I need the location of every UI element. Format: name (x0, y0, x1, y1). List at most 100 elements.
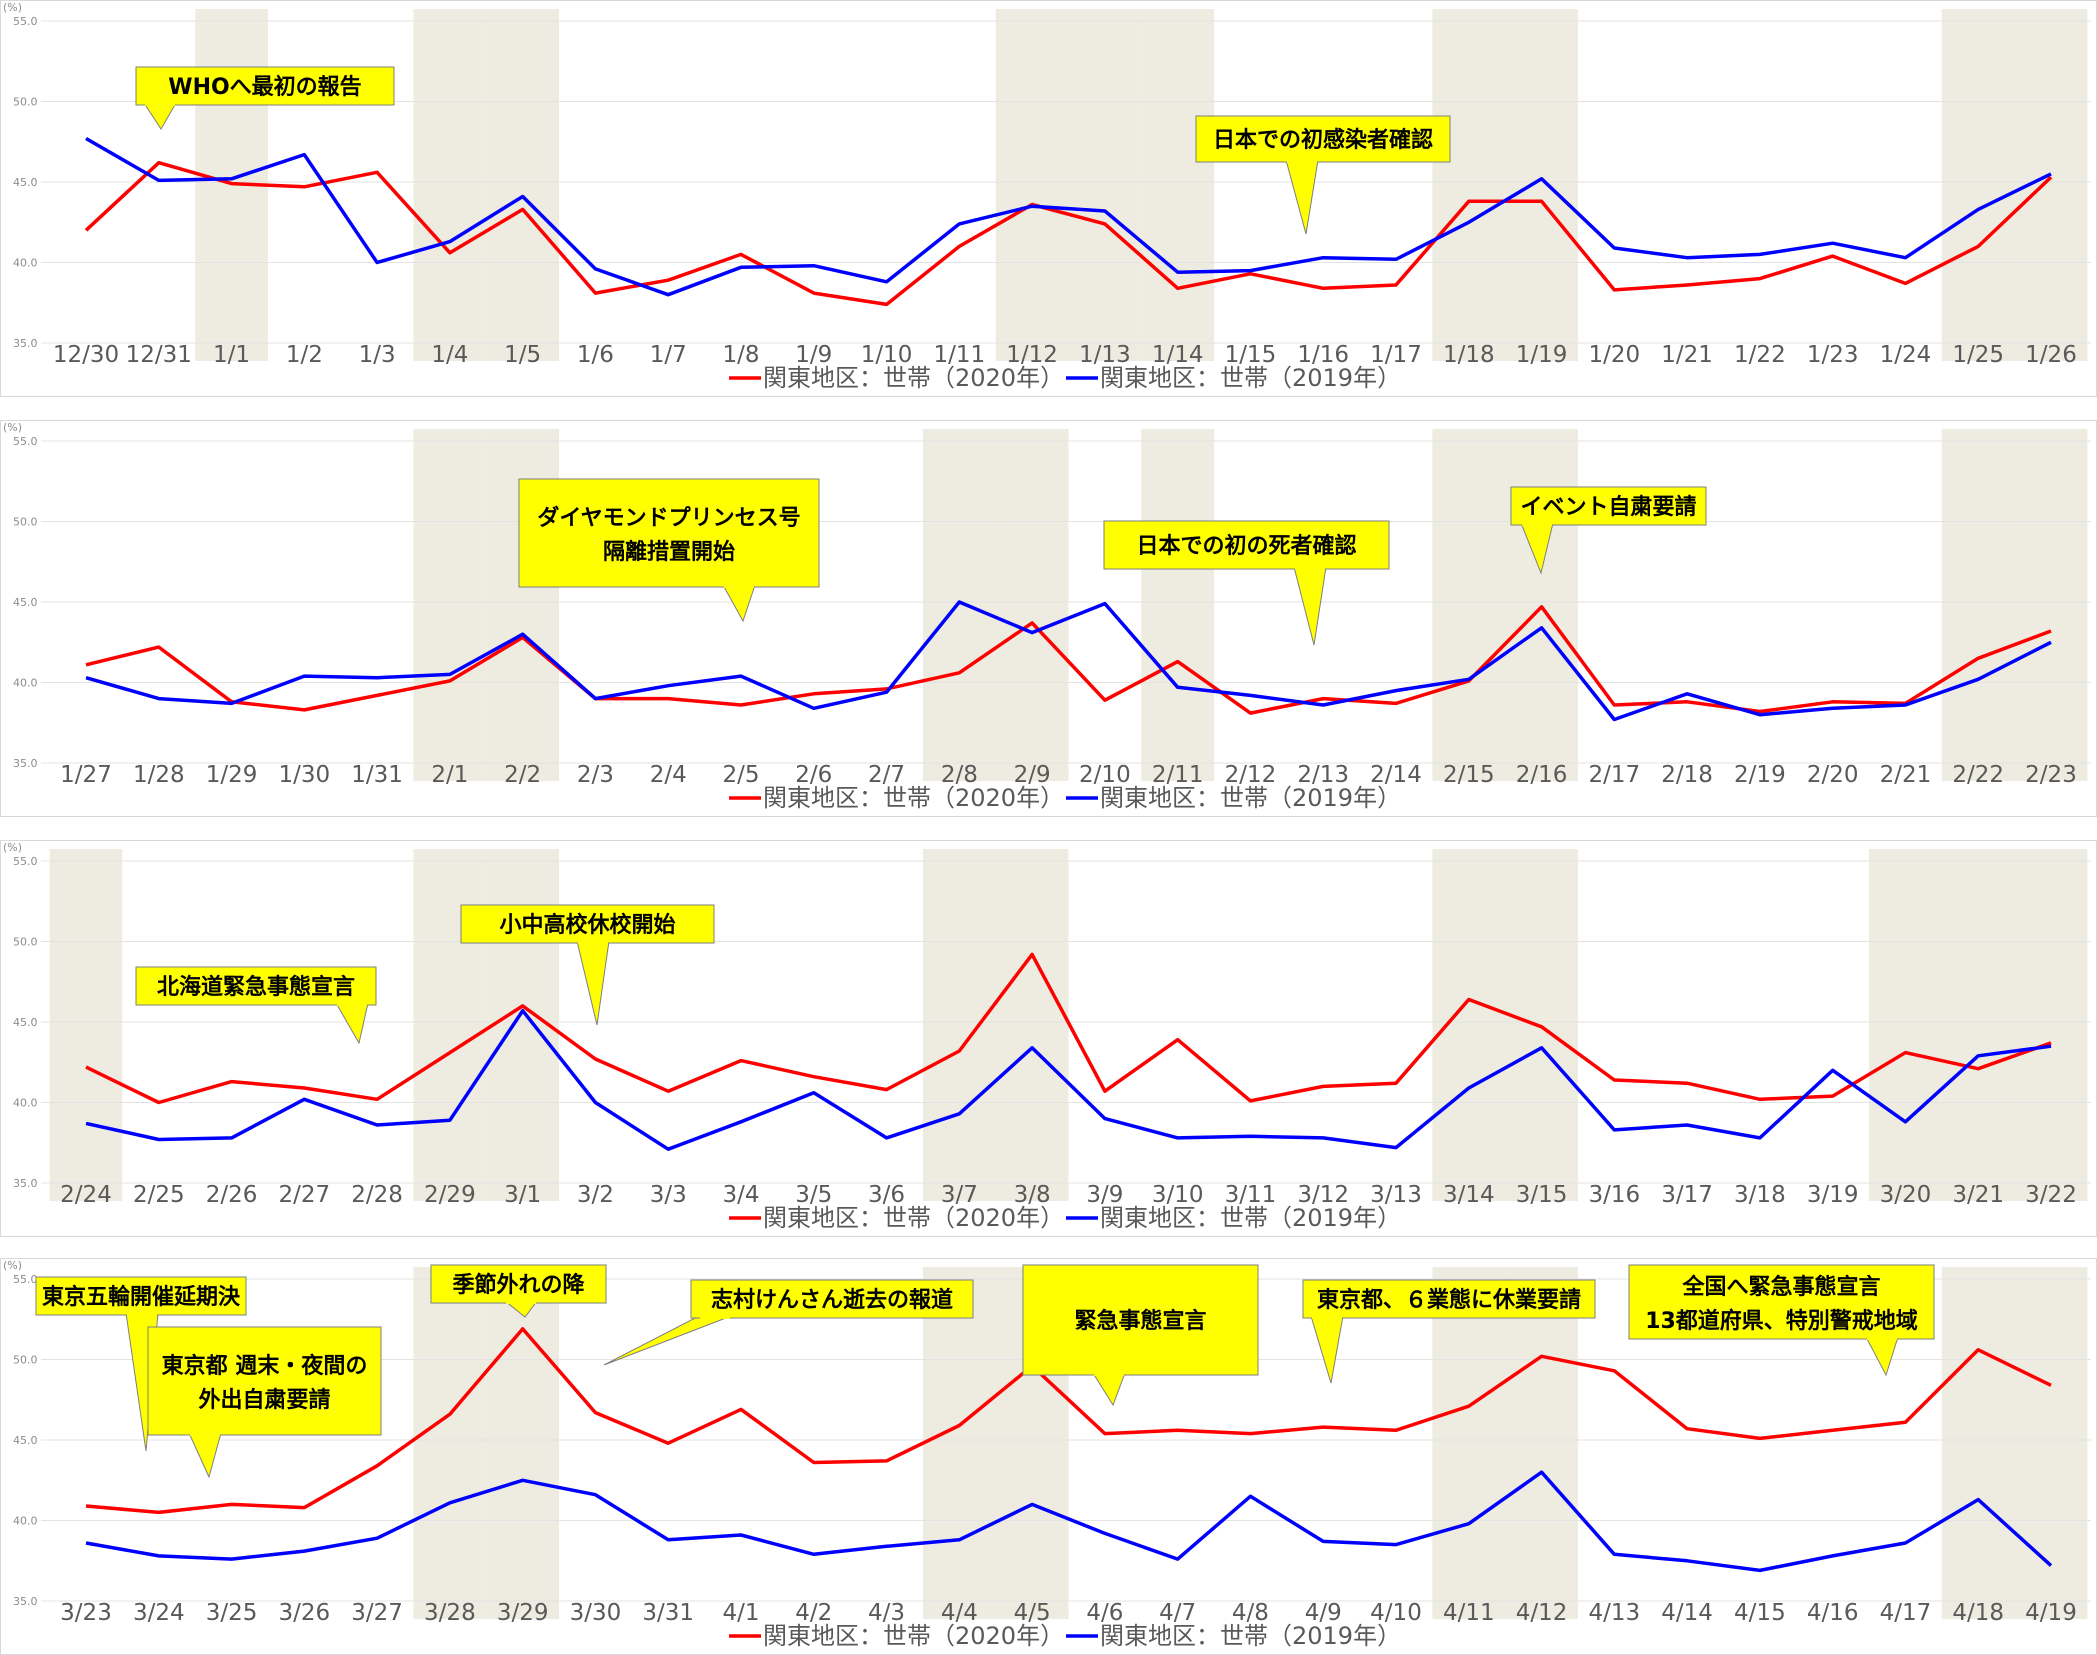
x-tick-label: 3/19 (1807, 1182, 1859, 1208)
x-tick-label: 3/29 (497, 1600, 549, 1626)
x-tick-label: 3/31 (642, 1600, 694, 1626)
x-tick-label: 3/16 (1589, 1182, 1641, 1208)
shaded-band (1141, 9, 1215, 361)
legend: 関東地区：世帯（2020年） 関東地区：世帯（2019年） (729, 784, 1401, 812)
callout-box (1103, 520, 1390, 570)
x-tick-label: 2/27 (279, 1182, 331, 1208)
legend-label: 関東地区：世帯（2019年） (1100, 1204, 1401, 1232)
x-tick-label: 3/21 (1952, 1182, 2004, 1208)
annotation-callout: 東京都、６業態に休業要請 (1302, 1279, 1596, 1384)
x-tick-label: 4/18 (1952, 1600, 2004, 1626)
x-tick-label: 4/1 (722, 1600, 759, 1626)
x-tick-label: 2/24 (60, 1182, 112, 1208)
x-tick-label: 4/16 (1807, 1600, 1859, 1626)
callout-join (1522, 522, 1552, 526)
x-tick-label: 2/5 (722, 762, 759, 788)
callout-pointer (576, 940, 610, 1026)
shaded-band (413, 429, 487, 781)
x-tick-label: 1/13 (1079, 342, 1131, 368)
shaded-band (413, 1267, 487, 1619)
callout-text: 季節外れの降 (452, 1272, 585, 1298)
y-tick-label: 50.0 (13, 936, 38, 949)
line-chart-2: 35.0 40.0 45.0 50.0 55.0(%) 1/27 1/28 1/29 1/30 1… (3, 421, 2091, 812)
x-tick-label: 2/18 (1661, 762, 1713, 788)
x-tick-label: 1/19 (1516, 342, 1568, 368)
x-tick-label: 2/2 (504, 762, 541, 788)
callout-text: 13都道府県、特別警戒地域 (1645, 1308, 1918, 1334)
callout-pointer (188, 1432, 222, 1479)
x-tick-label: 1/4 (431, 342, 468, 368)
x-tick-label: 1/16 (1297, 342, 1349, 368)
shaded-band (486, 9, 560, 361)
x-tick-label: 1/15 (1225, 342, 1277, 368)
callout-box (1628, 1264, 1935, 1340)
x-tick-label: 2/11 (1152, 762, 1204, 788)
series-line-2020 (85, 605, 2052, 715)
x-tick-label: 2/1 (431, 762, 468, 788)
x-tick-label: 4/6 (1086, 1600, 1123, 1626)
x-tick-label: 3/10 (1152, 1182, 1204, 1208)
callout-box (1195, 115, 1451, 163)
y-tick-label: 55.0 (13, 1273, 38, 1286)
legend-label: 関東地区：世帯（2020年） (763, 1204, 1064, 1232)
annotation-callout: 北海道緊急事態宣言 (135, 966, 377, 1045)
line-chart-1: 35.040.045.050.055.0(%)12/30 12/31 1/1 1/2 1… (3, 1, 2091, 392)
callout-text: 日本での初感染者確認 (1213, 127, 1433, 153)
x-tick-label: 12/30 (53, 342, 119, 368)
x-tick-label: 4/13 (1589, 1600, 1641, 1626)
x-tick-label: 3/14 (1443, 1182, 1495, 1208)
x-tick-label: 3/5 (795, 1182, 832, 1208)
callout-box (135, 66, 395, 106)
callout-join (1094, 1372, 1124, 1376)
x-tick-label: 4/10 (1370, 1600, 1422, 1626)
callout-text: 東京都 週末・夜間の (162, 1353, 368, 1379)
legend-label: 関東地区：世帯（2019年） (1100, 364, 1401, 392)
x-tick-label: 3/24 (133, 1600, 185, 1626)
y-tick-label: 35.0 (13, 337, 38, 350)
x-tick-label: 1/24 (1880, 342, 1932, 368)
x-tick-label: 2/25 (133, 1182, 185, 1208)
series-line-2020 (85, 952, 2052, 1105)
series-line-2020 (85, 1327, 2052, 1515)
x-tick-label: 1/10 (861, 342, 913, 368)
callout-text: 小中高校休校開始 (499, 912, 675, 938)
shaded-band (1432, 9, 1506, 361)
x-tick-label: 1/21 (1661, 342, 1713, 368)
callout-pointer (722, 584, 756, 623)
legend-label: 関東地区：世帯（2020年） (763, 1622, 1064, 1650)
shaded-band (1869, 849, 1942, 1201)
x-tick-label: 2/29 (424, 1182, 476, 1208)
x-tick-label: 3/15 (1516, 1182, 1568, 1208)
callout-box (1510, 486, 1707, 526)
annotation-callout: 小中高校休校開始 (460, 904, 715, 1026)
y-tick-label: 45.0 (13, 596, 38, 609)
callout-pointer (603, 1315, 732, 1366)
x-tick-label: 2/15 (1443, 762, 1495, 788)
y-tick-label: 40.0 (13, 1515, 38, 1528)
callout-box (1022, 1264, 1259, 1376)
callout-pointer (1293, 566, 1327, 646)
shaded-band (486, 1267, 560, 1619)
y-tick-label: 40.0 (13, 257, 38, 270)
y-axis-unit: (%) (3, 841, 22, 854)
callout-box (135, 966, 377, 1006)
x-tick-label: 1/25 (1952, 342, 2004, 368)
y-tick-label: 45.0 (13, 176, 38, 189)
x-tick-label: 2/26 (206, 1182, 258, 1208)
x-tick-label: 4/14 (1661, 1600, 1713, 1626)
y-axis-unit: (%) (3, 1259, 22, 1272)
callout-text: 緊急事態宣言 (1074, 1308, 1206, 1334)
line-chart-4: 35.0 40.0 45.0 50.0 55.0(%) 3/23 3/24 3/25 3/26 3… (3, 1259, 2091, 1650)
x-tick-label: 1/27 (60, 762, 112, 788)
x-tick-label: 2/19 (1734, 762, 1786, 788)
x-tick-label: 3/11 (1225, 1182, 1277, 1208)
y-tick-label: 35.0 (13, 1595, 38, 1608)
annotation-callout: イベント自粛要請 (1510, 486, 1707, 575)
x-tick-label: 2/9 (1014, 762, 1051, 788)
x-tick-label: 1/26 (2025, 342, 2077, 368)
x-tick-label: 1/5 (504, 342, 541, 368)
series-line-2020 (84, 160, 2053, 307)
annotation-callout: 全国へ緊急事態宣言 13都道府県、特別警戒地域 (1628, 1264, 1935, 1377)
